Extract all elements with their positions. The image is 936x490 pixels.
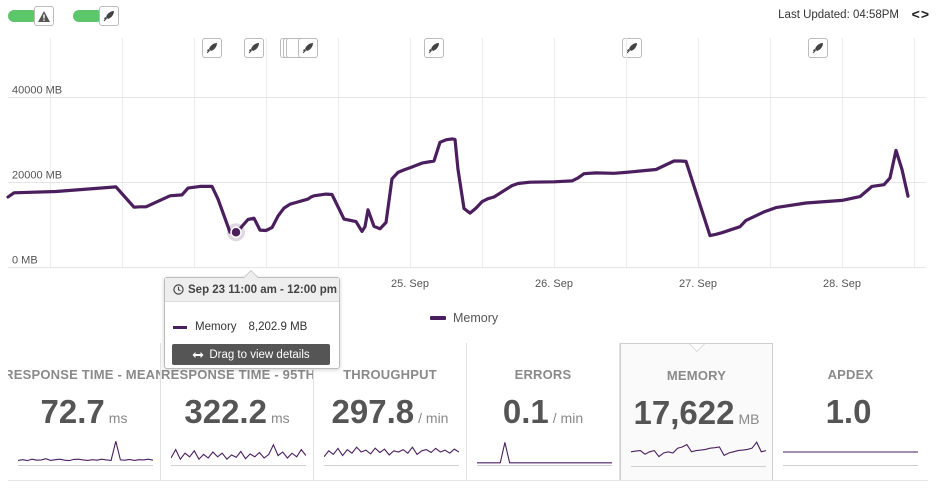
tile-title: ERRORS xyxy=(514,367,572,382)
rocket-icon xyxy=(248,43,259,54)
tile-value: 1.0 xyxy=(825,393,872,430)
tile-title: MEMORY xyxy=(666,368,727,383)
tile-sparkline xyxy=(18,441,153,466)
toggle-switch[interactable] xyxy=(8,10,38,22)
tile-sparkline xyxy=(783,451,918,466)
warning-icon xyxy=(34,6,54,26)
x-tick-label: 28. Sep xyxy=(823,278,861,290)
tooltip-header: Sep 23 11:00 am - 12:00 pm xyxy=(165,278,339,302)
tiles-bottom-divider xyxy=(8,480,928,481)
rocket-icon xyxy=(302,43,313,54)
deploy-marker[interactable] xyxy=(298,38,318,58)
drag-button-label: Drag to view details xyxy=(209,348,310,361)
tile-sparkline xyxy=(631,441,766,467)
deploy-marker[interactable] xyxy=(808,38,828,58)
tooltip-series-value: 8,202.9 MB xyxy=(248,321,308,333)
tile-apdex[interactable]: APDEX 1.0 xyxy=(773,343,928,481)
rocket-icon xyxy=(428,43,439,54)
sparkline-path xyxy=(18,441,153,462)
y-tick-label: 0 MB xyxy=(12,255,38,267)
toggle-switch[interactable] xyxy=(73,10,103,22)
tile-title: THROUGHPUT xyxy=(343,367,437,382)
tile-throughput[interactable]: THROUGHPUT 297.8/ min xyxy=(314,343,467,481)
rocket-icon xyxy=(626,43,637,54)
chart-legend[interactable]: Memory xyxy=(430,311,498,325)
tile-response-time-95th[interactable]: RESPONSE TIME - 95TH 322.2 ms xyxy=(161,343,314,481)
tile-value: 72.7 ms xyxy=(40,393,128,430)
deploy-marker[interactable] xyxy=(244,38,264,58)
series-line-memory xyxy=(6,137,910,238)
clock-icon xyxy=(173,284,184,295)
drag-to-view-details-button[interactable]: Drag to view details xyxy=(172,344,330,365)
metric-tiles: RESPONSE TIME - MEAN 72.7 ms RESPONSE TIM… xyxy=(8,343,933,481)
legend-swatch xyxy=(430,316,446,320)
tile-value: 17,622 MB xyxy=(633,394,760,431)
tile-active-caret xyxy=(689,344,705,351)
tooltip-series-name: Memory xyxy=(195,321,237,333)
tile-sparkline xyxy=(171,443,306,466)
highlight-point xyxy=(230,226,242,238)
tile-response-time-mean[interactable]: RESPONSE TIME - MEAN 72.7 ms xyxy=(8,343,161,481)
tile-value: 297.8/ min xyxy=(331,393,449,430)
sparkline-path xyxy=(477,442,612,464)
deploy-marker[interactable] xyxy=(202,38,222,58)
y-tick-label: 40000 MB xyxy=(12,85,62,97)
tooltip-series-row: Memory 8,202.9 MB xyxy=(173,321,307,333)
y-tick-label: 20000 MB xyxy=(12,170,62,182)
sparkline-path xyxy=(324,446,459,458)
horizontal-arrows-icon xyxy=(192,351,204,359)
rocket-icon xyxy=(812,43,823,54)
tooltip-title: Sep 23 11:00 am - 12:00 pm xyxy=(188,283,337,296)
tile-value: 322.2 ms xyxy=(184,393,290,430)
sparkline-path xyxy=(631,441,766,458)
time-nav-arrows[interactable]: <> xyxy=(911,6,930,22)
rocket-icon xyxy=(206,43,217,54)
last-updated-label: Last Updated: 04:58PM xyxy=(778,9,899,21)
deployments-toggle[interactable] xyxy=(73,6,119,26)
tile-title: RESPONSE TIME - 95TH xyxy=(161,367,314,382)
tile-sparkline xyxy=(324,446,459,466)
tooltip-caret-inner xyxy=(244,271,258,278)
x-tick-label: 25. Sep xyxy=(391,278,429,290)
sparkline-path xyxy=(171,443,306,461)
alerts-toggle[interactable] xyxy=(8,6,54,26)
tile-title: APDEX xyxy=(827,367,874,382)
deploy-marker[interactable] xyxy=(424,38,444,58)
x-tick-label: 27. Sep xyxy=(679,278,717,290)
rocket-icon xyxy=(99,6,119,26)
legend-label: Memory xyxy=(453,311,499,325)
tile-memory[interactable]: MEMORY 17,622 MB xyxy=(620,343,773,481)
tile-sparkline xyxy=(477,442,612,466)
tile-title: RESPONSE TIME - MEAN xyxy=(8,367,161,382)
tile-errors[interactable]: ERRORS 0.1/ min xyxy=(467,343,620,481)
tooltip-series-swatch xyxy=(173,325,187,329)
x-tick-label: 26. Sep xyxy=(535,278,573,290)
tile-value: 0.1/ min xyxy=(502,393,584,430)
chart-tooltip: Sep 23 11:00 am - 12:00 pm Memory 8,202.… xyxy=(164,270,340,369)
